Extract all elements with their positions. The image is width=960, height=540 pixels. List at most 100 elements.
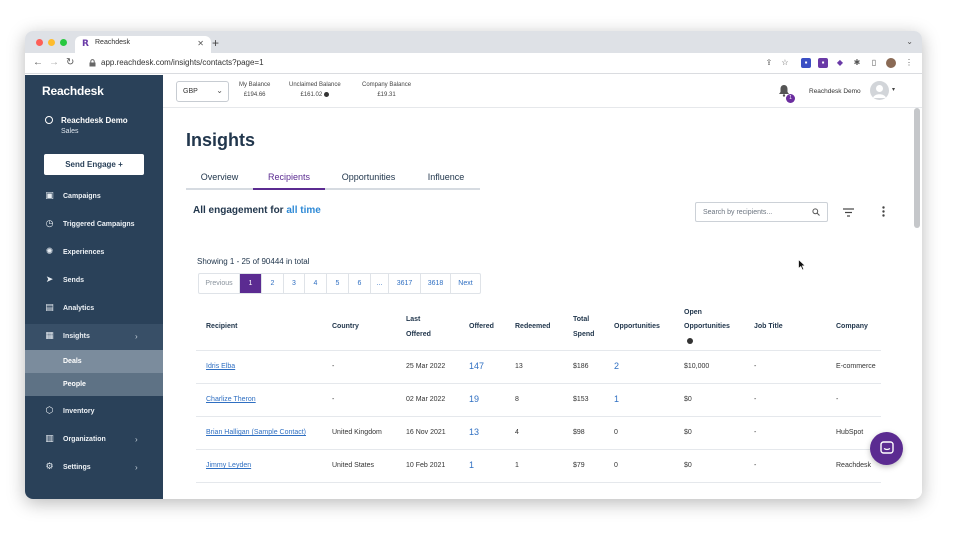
column-header-line: Opportunities: [684, 323, 730, 330]
recipient-link[interactable]: Brian Halligan (Sample Contact): [206, 429, 306, 436]
job-title-cell: -: [754, 462, 757, 469]
pagination-page-6[interactable]: 6: [349, 274, 371, 293]
pagination-next[interactable]: Next: [458, 280, 473, 287]
sidebar-subitem-people[interactable]: People: [25, 373, 163, 396]
sidebar-item-sends[interactable]: ➤ Sends: [25, 268, 163, 294]
clock-icon: ◷: [45, 219, 54, 229]
maximize-window-button[interactable]: [60, 39, 67, 46]
forward-arrow-icon[interactable]: →: [49, 57, 59, 68]
column-header-total-spend[interactable]: Total Spend: [573, 313, 594, 342]
search-input[interactable]: Search by recipients...: [695, 202, 828, 222]
extensions-puzzle-icon[interactable]: ✱: [853, 58, 861, 67]
filter-icon[interactable]: [843, 208, 854, 217]
back-arrow-icon[interactable]: ←: [33, 57, 43, 68]
more-options-icon[interactable]: [882, 206, 885, 217]
tab-influence[interactable]: Influence: [412, 172, 480, 190]
column-header-open-opportunities[interactable]: Open Opportunities: [684, 306, 730, 344]
sidebar-item-insights[interactable]: ▦ Insights ›: [25, 324, 163, 350]
column-header-job-title[interactable]: Job Title: [754, 323, 783, 330]
recipient-link[interactable]: Idris Elba: [206, 363, 236, 370]
minimize-window-button[interactable]: [48, 39, 55, 46]
balance-value: £19.31: [377, 92, 396, 98]
date-range-link[interactable]: all time: [286, 205, 321, 216]
pagination-page-5[interactable]: 5: [327, 274, 349, 293]
close-window-button[interactable]: [36, 39, 43, 46]
opportunities-link[interactable]: 1: [614, 394, 620, 404]
scrollbar[interactable]: [914, 108, 920, 228]
job-title-cell: -: [754, 396, 757, 403]
pagination-page-3618[interactable]: 3618: [421, 274, 451, 293]
tab-overview[interactable]: Overview: [186, 172, 253, 190]
extension-3-icon[interactable]: ◆: [836, 58, 844, 67]
browser-tab[interactable]: R Reachdesk ✕: [75, 36, 211, 53]
info-icon[interactable]: [687, 338, 693, 344]
tab-label: Influence: [427, 172, 465, 182]
sidebar-item-organization[interactable]: ▥ Organization ›: [25, 427, 163, 453]
pagination-page-2[interactable]: 2: [262, 274, 284, 293]
table-row[interactable]: Brian Halligan (Sample Contact) United K…: [196, 416, 881, 449]
bookmark-star-icon[interactable]: ☆: [781, 58, 789, 67]
column-header-last-offered[interactable]: Last Offered: [406, 313, 431, 342]
recipient-link[interactable]: Jimmy Leyden: [206, 462, 252, 469]
table-row[interactable]: Idris Elba - 25 Mar 2022 147 13 $186 2 $…: [196, 350, 881, 383]
sidebar-item-inventory[interactable]: ⬡ Inventory: [25, 399, 163, 425]
pagination-page-3[interactable]: 3: [284, 274, 305, 293]
pagination-previous[interactable]: Previous: [199, 274, 240, 293]
offered-link[interactable]: 1: [469, 460, 475, 470]
offered-link[interactable]: 147: [469, 361, 485, 371]
bell-icon[interactable]: [778, 84, 790, 97]
column-header-country[interactable]: Country: [332, 323, 359, 330]
sidebar-item-campaigns[interactable]: ▣ Campaigns: [25, 184, 163, 210]
insights-icon: ▦: [45, 331, 54, 341]
avatar[interactable]: [870, 81, 889, 100]
pagination-page-3617[interactable]: 3617: [389, 274, 421, 293]
account-name[interactable]: Reachdesk Demo: [809, 88, 861, 95]
column-header-recipient[interactable]: Recipient: [206, 323, 238, 330]
close-tab-icon[interactable]: ✕: [197, 39, 204, 48]
caret-down-icon[interactable]: ▾: [892, 87, 896, 93]
profile-avatar-icon[interactable]: [886, 58, 896, 68]
browser-menu-icon[interactable]: ⋮: [905, 58, 913, 67]
tab-recipients[interactable]: Recipients: [253, 172, 325, 190]
main-content: GBP ⌄ My Balance £194.66 Unclaimed Balan…: [163, 75, 922, 499]
currency-select[interactable]: GBP ⌄: [176, 81, 229, 102]
recipient-link[interactable]: Charlize Theron: [206, 396, 256, 403]
table-row[interactable]: Jimmy Leyden United States 10 Feb 2021 1…: [196, 449, 881, 482]
reload-icon[interactable]: ↻: [66, 57, 75, 68]
url-field[interactable]: app.reachdesk.com/insights/contacts?page…: [101, 58, 264, 67]
tab-opportunities[interactable]: Opportunities: [325, 172, 412, 190]
column-header-offered[interactable]: Offered: [469, 323, 494, 330]
extension-2-icon[interactable]: ▪: [818, 58, 828, 68]
share-icon[interactable]: ⇪: [765, 58, 773, 67]
tab-label: Opportunities: [341, 172, 396, 182]
reachdesk-logo[interactable]: Reachdesk: [42, 84, 104, 98]
sidebar-subitem-deals[interactable]: Deals: [25, 350, 163, 373]
extension-1-icon[interactable]: ▪: [801, 58, 811, 68]
sidebar-item-experiences[interactable]: ✺ Experiences: [25, 240, 163, 266]
side-panel-icon[interactable]: ▯: [871, 58, 877, 67]
column-header-redeemed[interactable]: Redeemed: [515, 323, 551, 330]
offered-link[interactable]: 13: [469, 427, 480, 437]
reachdesk-favicon-icon: R: [82, 39, 89, 49]
sidebar-item-label: Triggered Campaigns: [63, 221, 135, 228]
offered-link[interactable]: 19: [469, 394, 480, 404]
sidebar-item-settings[interactable]: ⚙ Settings ›: [25, 455, 163, 481]
pagination-page-1[interactable]: 1: [240, 274, 262, 293]
tab-list-chevron-icon[interactable]: ⌄: [906, 37, 913, 46]
column-header-company[interactable]: Company: [836, 323, 868, 330]
column-header-opportunities[interactable]: Opportunities: [614, 323, 660, 330]
info-icon[interactable]: [324, 92, 330, 97]
send-engage-button[interactable]: Send Engage +: [44, 154, 144, 175]
total-spend-cell: $79: [573, 462, 585, 469]
table-row[interactable]: Charlize Theron - 02 Mar 2022 19 8 $153 …: [196, 383, 881, 416]
user-team: Sales: [61, 128, 79, 135]
country-cell: -: [332, 396, 335, 403]
pagination-page-4[interactable]: 4: [305, 274, 327, 293]
opportunities-link[interactable]: 2: [614, 361, 620, 371]
column-header-line: Total: [573, 316, 590, 323]
new-tab-button[interactable]: +: [212, 36, 220, 50]
sidebar-item-analytics[interactable]: ▤ Analytics: [25, 296, 163, 322]
country-cell: -: [332, 363, 335, 370]
sidebar-item-triggered-campaigns[interactable]: ◷ Triggered Campaigns: [25, 212, 163, 238]
chat-launcher-button[interactable]: [870, 432, 903, 465]
